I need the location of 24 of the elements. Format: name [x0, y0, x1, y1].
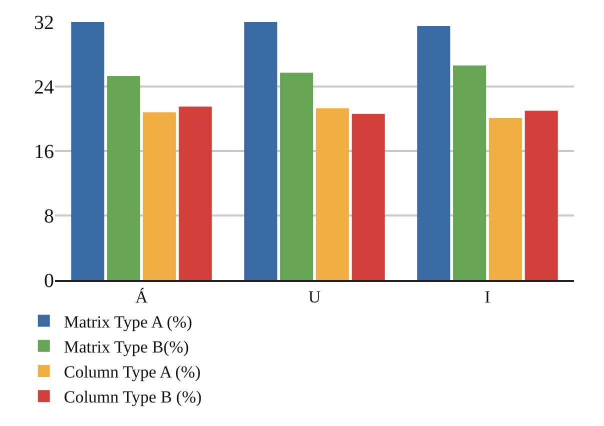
bar [417, 26, 450, 280]
y-tick-label: 16 [34, 141, 54, 163]
y-tick-label: 24 [34, 76, 54, 98]
bar [107, 76, 140, 280]
bar [453, 66, 486, 280]
legend-label: Column Type A (%) [64, 362, 201, 382]
y-tick-label: 0 [44, 270, 54, 292]
bar [244, 22, 278, 280]
legend-label: Matrix Type B(%) [64, 338, 189, 356]
bar [352, 114, 385, 280]
y-tick-label: 32 [34, 12, 54, 34]
x-tick-label: U [308, 287, 321, 306]
x-tick-label: Á [135, 287, 148, 306]
bar [178, 106, 212, 280]
bar [316, 108, 349, 280]
bar [280, 72, 314, 280]
legend-label: Matrix Type A (%) [64, 312, 192, 332]
bar [524, 110, 558, 280]
bar [71, 22, 104, 280]
bar [488, 118, 522, 280]
x-tick-label: I [484, 287, 491, 306]
bar [142, 112, 176, 280]
legend-label: Column Type B (%) [64, 388, 202, 407]
y-tick-label: 8 [44, 206, 54, 228]
